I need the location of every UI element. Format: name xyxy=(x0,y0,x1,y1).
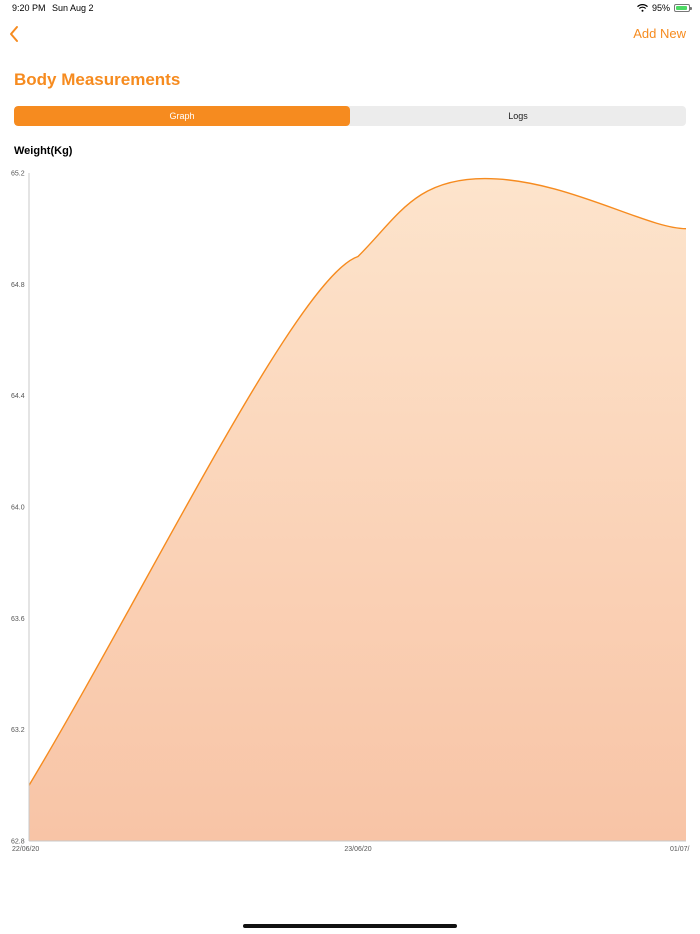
weight-line xyxy=(28,177,687,786)
status-date: Sun Aug 2 xyxy=(52,3,94,13)
tab-graph[interactable]: Graph xyxy=(14,106,350,126)
battery-icon xyxy=(674,4,692,12)
tab-logs[interactable]: Logs xyxy=(508,111,528,121)
weight-chart: 65.2 64.8 64.4 64.0 63.6 63.2 62.8 22/06/20 23/… xyxy=(11,171,690,854)
segmented-control: Graph Logs xyxy=(14,106,686,126)
add-new-button[interactable]: Add New xyxy=(633,26,686,41)
y-tick-label: 64.4 xyxy=(11,393,25,400)
y-tick-label: 63.2 xyxy=(11,727,25,734)
status-icons: 95% xyxy=(637,3,692,13)
back-button[interactable] xyxy=(6,22,30,46)
y-tick-label: 64.8 xyxy=(11,282,25,289)
y-tick-label: 64.0 xyxy=(11,505,25,512)
x-tick-label: 01/07/ xyxy=(670,846,690,853)
battery-percent: 95% xyxy=(651,3,670,13)
status-bar: 9:20 PM Sun Aug 2 95% xyxy=(0,0,700,18)
chart-label: Weight(Kg) xyxy=(14,145,73,157)
x-tick-label: 23/06/20 xyxy=(344,846,371,853)
y-tick-label: 63.6 xyxy=(11,616,25,623)
weight-area-fill xyxy=(29,178,686,842)
wifi-icon xyxy=(637,4,648,12)
page-title: Body Measurements xyxy=(14,70,181,89)
home-indicator[interactable] xyxy=(243,924,457,928)
chevron-left-icon xyxy=(10,26,18,42)
y-tick-label: 65.2 xyxy=(11,171,25,178)
status-time: 9:20 PM xyxy=(12,3,46,13)
x-tick-label: 22/06/20 xyxy=(12,846,39,853)
y-tick-label: 62.8 xyxy=(11,839,25,846)
